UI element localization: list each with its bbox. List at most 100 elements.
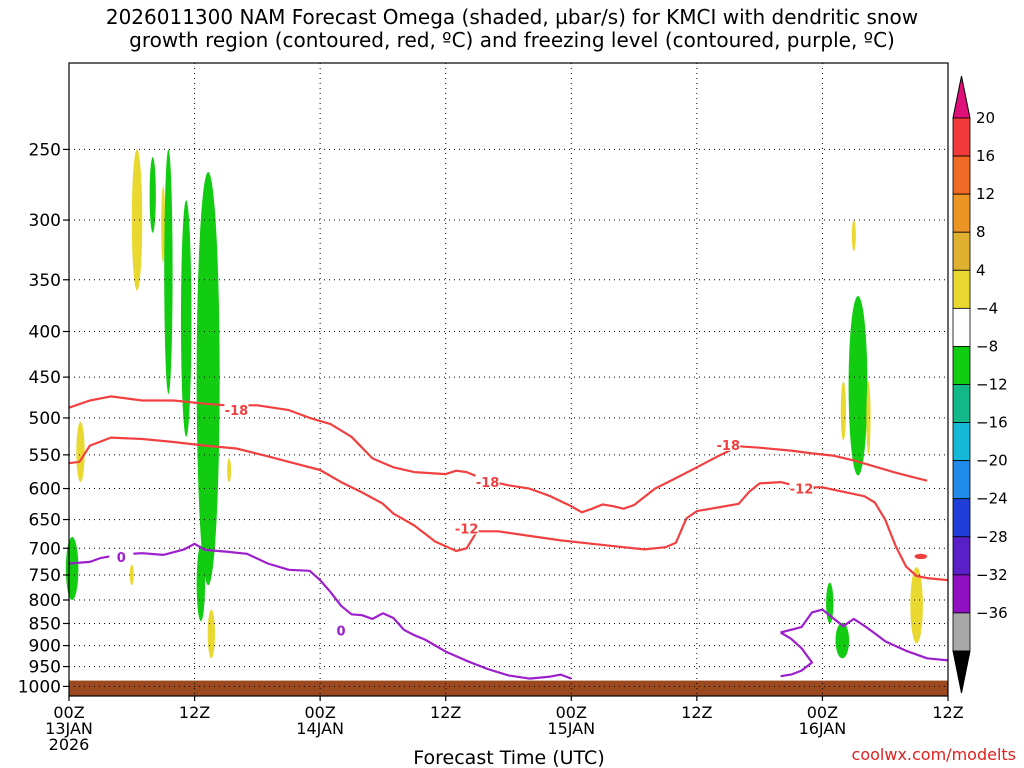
x-tick-label-0-1: 00Z [53,703,84,722]
colorbar-swatch-5 [952,307,971,347]
y-tick-label-550: 550 [29,446,61,466]
contour-label-bg-2 [716,436,741,451]
omega-shade-6 [180,200,192,437]
colorbar-label-4: 4 [976,261,986,279]
x-tick-label-12-1: 12Z [179,703,210,722]
contour-lines [68,395,949,680]
colorbar-swatch-3 [952,231,971,271]
y-tick-label-700: 700 [29,539,61,559]
colorbar-top-arrow [952,75,971,119]
contour-label-bg-1 [475,474,500,489]
omega-shade-12 [851,220,856,252]
colorbar-label-3: 8 [976,223,986,241]
contour-label-3: -12 [455,522,479,537]
omega-shade-9 [207,609,215,659]
omega-shade-7 [196,545,206,622]
x-tick-label-48-1: 00Z [556,703,587,722]
omega-shade-2 [131,149,143,291]
x-tick-label-48-2: 15JAN [547,719,595,738]
x-tick-label-72-1: 00Z [807,703,838,722]
contour-label-bg-5 [109,549,134,564]
x-tick-label-84-1: 12Z [932,703,963,722]
colorbar-label-1: 16 [976,147,995,165]
colorbar-label-0: 20 [976,109,995,127]
contour--12 [68,436,949,582]
colorbar-bottom-arrow [952,650,971,694]
y-axis-ticks: 250 300 350 400 450 500 550 600 650 700 750 800 850 9… [18,140,69,697]
site-credit: coolwx.com/modelts [852,745,1016,764]
ground-layer [69,680,948,696]
colorbar-swatch-2 [952,193,971,233]
x-tick-label-24-2: 14JAN [296,719,344,738]
omega-shade-17 [866,381,871,455]
colorbar-label-12: −32 [976,566,1008,584]
y-tick-label-750: 750 [29,566,61,586]
y-tick-label-650: 650 [29,511,61,531]
ground-fill [69,680,948,696]
contour-label-bg-0 [224,402,249,417]
contour-label-bg-3 [454,520,479,535]
colorbar-swatch-12 [952,574,971,614]
omega-shade-1 [76,421,85,483]
colorbar-swatch-8 [952,422,971,462]
y-tick-label-450: 450 [29,368,61,388]
colorbar-swatch-10 [952,498,971,538]
x-tick-label-72-2: 16JAN [799,719,847,738]
y-tick-label-1000: 1000 [18,677,61,697]
colorbar-label-2: 12 [976,185,995,203]
contour-label-2: -18 [717,439,741,454]
omega-shade-8 [196,172,220,586]
omega-shade-3 [149,157,156,233]
colorbar-label-9: −20 [976,452,1008,470]
y-tick-label-300: 300 [29,211,61,231]
x-tick-label-24-1: 00Z [304,703,335,722]
contour-0-right [780,608,949,662]
colorbar-label-10: −24 [976,490,1008,508]
omega-shaded-areas [65,149,928,659]
chart-title-line2: growth region (contoured, red, ºC) and f… [129,28,895,52]
x-tick-label-36-1: 12Z [430,703,461,722]
colorbar-swatch-4 [952,269,971,309]
y-tick-label-350: 350 [29,271,61,291]
omega-shade-14 [835,622,850,659]
y-tick-label-800: 800 [29,591,61,611]
y-tick-label-400: 400 [29,322,61,342]
y-tick-label-850: 850 [29,614,61,634]
contour-0-rightlow [780,631,814,678]
x-tick-label-60-1: 12Z [681,703,712,722]
plot-frame [68,62,949,697]
omega-shade-15 [840,381,846,441]
y-tick-label-900: 900 [29,637,61,657]
omega-shade-5 [164,149,173,394]
contour-label-4: -12 [790,483,814,498]
y-tick-label-600: 600 [29,480,61,500]
omega-shade-11 [227,458,232,483]
colorbar-label-13: −36 [976,604,1008,622]
omega-shade-4 [161,186,166,263]
contour-label-0: -18 [225,404,249,419]
chart-title-line1: 2026011300 NAM Forecast Omega (shaded, µ… [105,5,919,29]
grid-lines [69,63,948,696]
colorbar-label-8: −16 [976,414,1008,432]
contour-labels: -18 -18 -18 -12 -12 0 0 [109,402,814,639]
contour-label-1: -18 [476,476,500,491]
x-axis-label: Forecast Time (UTC) [413,747,604,768]
colorbar-label-11: −28 [976,528,1008,546]
x-tick-label-0-3: 2026 [49,735,90,754]
colorbar-swatch-9 [952,460,971,500]
omega-shade-10 [129,564,134,586]
y-tick-label-500: 500 [29,409,61,429]
colorbar-swatch-11 [952,536,971,576]
colorbar-swatch-7 [952,384,971,423]
colorbar-label-7: −12 [976,376,1008,394]
colorbar-label-5: −4 [976,299,998,317]
contour-label-5: 0 [117,551,126,566]
omega-shade-0 [65,537,79,600]
contour-0 [68,542,572,680]
colorbar-swatch-13 [952,612,971,652]
omega-shade-16 [848,296,868,476]
contour-label-bg-6 [329,622,354,637]
omega-shade-18 [910,567,923,644]
colorbar-label-6: −8 [976,337,998,355]
